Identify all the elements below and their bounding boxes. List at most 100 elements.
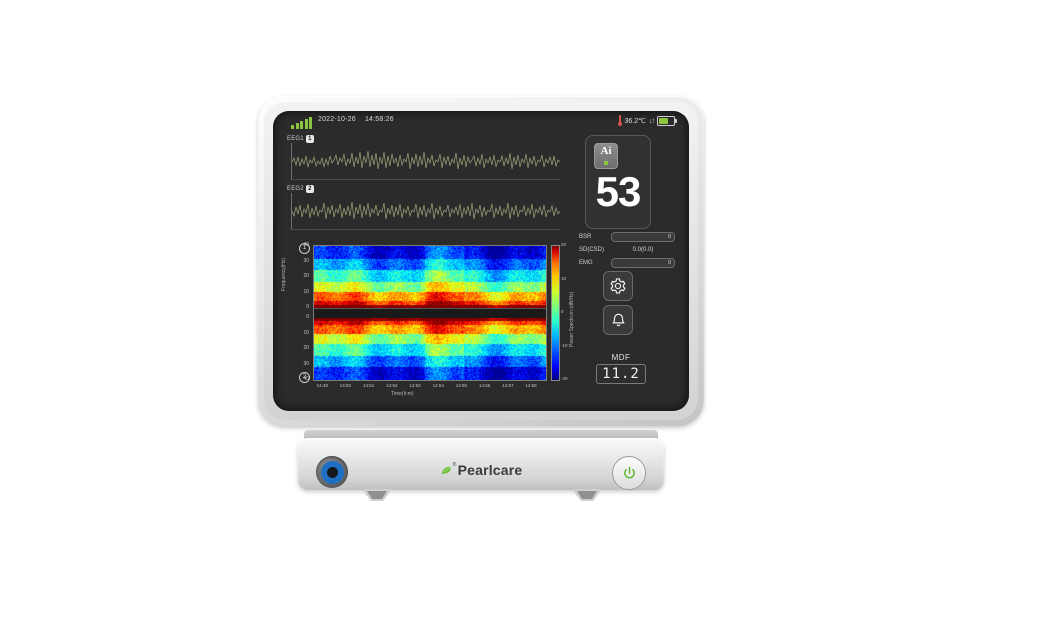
sd-label: SD(CSD) [579,246,604,253]
status-date: 2022-10-26 [318,116,356,123]
leaf-logo-icon: ® [440,462,457,477]
emg-bar: 0 [611,257,675,268]
eeg2-badge: 2 [305,185,314,193]
y-tick: 40 [303,242,309,248]
base-body: ® Pearlcare [298,438,664,490]
metrics-list: BSR 0 SD(CSD) 0.0(0.0) EMG 0 [579,231,675,270]
mdf-label: MDF [611,353,631,362]
y-tick: 20 [303,345,309,351]
y-tick: 0 [306,314,309,320]
spectrogram-channel-1-badge: 1 [299,243,310,254]
brand-lockup: ® Pearlcare [298,462,664,478]
spectrogram-channel-2 [314,318,546,380]
battery-icon [657,116,677,126]
sd-value: 0.0(0.0) [632,246,654,253]
colorbar-tick: 10 [561,275,567,281]
depth-index-value: 53 [595,168,642,215]
device-bezel: 2022-10-26 14:58:26 36.2℃ ↓↑ EEG1 1 [258,96,704,426]
metric-row-emg: EMG 0 [579,257,675,268]
ai-badge-label: Ai [600,145,612,157]
gear-icon [610,278,626,294]
spectrogram-x-axis-label: Time(h:m) [391,391,414,397]
eeg2-trace [291,193,560,230]
thermometer-icon [617,115,622,127]
bsr-value: 0 [667,233,671,240]
x-tick: 14:51 [363,383,375,388]
eeg2-tag: EEG2 2 [287,185,314,193]
updown-arrows-icon: ↓↑ [649,117,655,125]
x-tick: 14:58 [525,383,537,388]
status-time: 14:58:26 [364,116,394,123]
status-bar: 2022-10-26 14:58:26 36.2℃ ↓↑ [273,111,689,133]
metric-row-bsr: BSR 0 [579,231,675,242]
mdf-value: 11.2 [596,364,646,384]
x-tick: 14:53 [409,383,421,388]
port-ring [320,460,344,484]
status-datetime: 2022-10-26 14:58:26 [318,116,394,123]
y-tick: 10 [303,329,309,336]
x-tick: 14:49 [316,383,328,388]
ai-badge-icon: Ai [594,143,618,169]
eeg1-badge: 1 [305,135,314,143]
signal-bars-icon [291,117,313,129]
registered-mark: ® [452,462,457,468]
x-tick: 14:57 [502,383,514,388]
spectrogram-plot-area [313,245,547,381]
x-tick: 14:50 [339,383,352,388]
brand-name: Pearlcare [457,462,523,478]
colorbar-tick: -20 [561,376,568,381]
index-side-panel: Ai 53 BSR 0 SD(CSD) 0.0(0.0) EMG [579,135,679,401]
x-tick: 14:56 [479,383,491,388]
mdf-readout: MDF 11.2 [593,353,649,384]
alarm-button[interactable] [603,305,633,335]
device-foot [364,488,390,501]
status-right-group: 36.2℃ ↓↑ [617,115,677,127]
y-tick: 10 [303,288,309,295]
colorbar-tick: -10 [561,342,568,348]
device-screen: 2022-10-26 14:58:26 36.2℃ ↓↑ EEG1 1 [273,111,689,411]
eeg1-label: EEG1 [287,136,304,142]
eeg-waveform-panel: EEG1 1 EEG2 2 [287,135,560,233]
emg-label: EMG [579,259,593,266]
colorbar-label: Power Spectrum (dB/Hz) [569,291,575,347]
power-button[interactable] [612,456,646,490]
settings-button[interactable] [603,271,633,301]
ai-status-dot [604,161,608,165]
patient-monitor-device: 2022-10-26 14:58:26 36.2℃ ↓↑ EEG1 1 [258,96,704,526]
x-tick: 14:55 [455,383,468,388]
device-foot [574,488,600,501]
eeg1-tag: EEG1 1 [287,135,314,143]
spectrogram-colorbar [551,245,560,381]
bell-icon [612,313,624,326]
spectrogram-canvas-top [314,246,546,308]
metric-row-sd: SD(CSD) 0.0(0.0) [579,244,675,255]
spectrogram-y-axis-label: Frequency(Hz) [281,257,287,291]
spectrogram-canvas-bottom [314,318,546,380]
bsr-bar: 0 [611,231,675,242]
colorbar-tick: 0 [561,309,564,314]
y-tick: 40 [303,376,309,382]
temperature-value: 36.2℃ [624,118,647,125]
colorbar-tick: 20 [561,242,567,247]
spectrogram-panel: 1 2 Frequency(Hz) Power Spectrum (dB/Hz)… [281,239,575,399]
device-base: ® Pearlcare [298,430,664,501]
eeg2-label: EEG2 [287,186,304,192]
eeg1-trace [291,143,560,180]
y-tick: 0 [306,304,309,310]
emg-value: 0 [667,259,671,266]
sensor-port[interactable] [316,456,348,488]
port-hole [326,466,338,478]
x-tick: 14:52 [386,383,398,388]
bsr-label: BSR [579,233,592,240]
y-tick: 20 [303,273,309,279]
spectrogram-channel-2-badge: 2 [299,372,310,383]
y-tick: 30 [303,360,309,367]
eeg-channel-row: EEG2 2 [287,185,560,231]
y-tick: 30 [303,257,309,264]
eeg-channel-row: EEG1 1 [287,135,560,181]
power-icon [623,466,635,478]
depth-index-card: Ai 53 [585,135,651,229]
spectrogram-channel-1 [314,246,546,308]
x-tick: 14:54 [432,383,444,388]
